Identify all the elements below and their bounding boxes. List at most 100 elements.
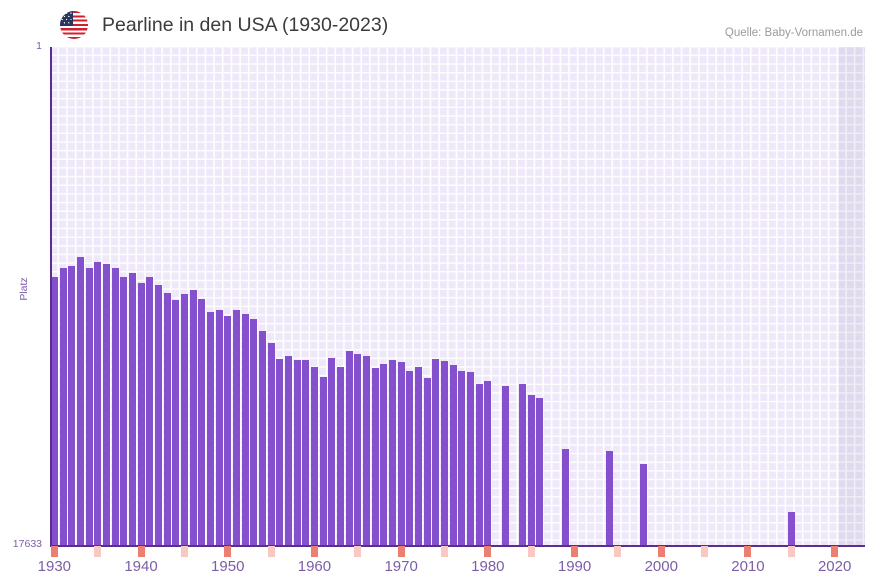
x-tick-1935: [94, 546, 102, 557]
bar-1970[interactable]: [397, 361, 405, 545]
bar-1959[interactable]: [302, 360, 310, 545]
x-axis-label-2010: 2010: [731, 558, 765, 575]
bar-1931[interactable]: [59, 268, 67, 545]
bar-1980[interactable]: [484, 380, 492, 545]
x-tick-1975: [440, 546, 448, 557]
bar-1953[interactable]: [250, 318, 258, 545]
bar-1957[interactable]: [284, 355, 292, 545]
bar-1951[interactable]: [232, 309, 240, 545]
page-title: Pearline in den USA (1930-2023): [102, 13, 389, 36]
x-tick-1980: [484, 546, 492, 557]
bar-1930[interactable]: [50, 277, 58, 545]
bar-1960[interactable]: [310, 366, 318, 545]
bar-1943[interactable]: [163, 292, 171, 545]
bar-1939[interactable]: [128, 272, 136, 545]
bar-1962[interactable]: [328, 358, 336, 545]
x-tick-1950: [224, 546, 232, 557]
x-axis-label-2020: 2020: [817, 558, 852, 575]
bar-1955[interactable]: [267, 342, 275, 545]
x-tick-2020: [831, 546, 839, 557]
x-tick-1930: [50, 546, 58, 557]
bar-1969[interactable]: [388, 359, 396, 545]
bar-1940[interactable]: [137, 282, 145, 545]
bar-1994[interactable]: [605, 450, 613, 545]
bar-1964[interactable]: [345, 350, 353, 545]
us-flag-icon: [60, 11, 88, 39]
x-axis-label-1980: 1980: [471, 558, 505, 575]
x-tick-2010: [744, 546, 752, 557]
x-tick-2000: [657, 546, 665, 557]
bar-1975[interactable]: [440, 361, 448, 545]
bar-1946[interactable]: [189, 290, 197, 545]
bar-1935[interactable]: [94, 262, 102, 545]
bar-1979[interactable]: [475, 384, 483, 545]
x-tick-1995: [614, 546, 622, 557]
bar-1936[interactable]: [102, 264, 110, 545]
y-axis-min-label: 17633: [12, 538, 42, 550]
bar-1945[interactable]: [180, 293, 188, 545]
x-tick-1955: [267, 546, 275, 557]
x-axis-label-1930: 1930: [37, 558, 72, 575]
x-axis-label-1990: 1990: [557, 558, 592, 575]
x-tick-1990: [571, 546, 579, 557]
bar-1985[interactable]: [527, 394, 535, 545]
bar-1932[interactable]: [68, 266, 76, 545]
bar-1937[interactable]: [111, 268, 119, 545]
bar-1944[interactable]: [172, 300, 180, 545]
bar-1949[interactable]: [215, 309, 223, 545]
x-axis-label-1970: 1970: [384, 558, 418, 575]
bar-1941[interactable]: [146, 277, 154, 545]
bar-1933[interactable]: [76, 256, 84, 545]
bar-1984[interactable]: [519, 384, 527, 545]
bar-series: [50, 47, 865, 545]
bar-1952[interactable]: [241, 313, 249, 545]
bar-1954[interactable]: [258, 331, 266, 545]
y-axis-ticks: 1 17633: [0, 40, 46, 552]
bar-1973[interactable]: [423, 377, 431, 545]
forecast-shaded-region: [838, 47, 865, 545]
bar-1971[interactable]: [406, 371, 414, 545]
bar-1976[interactable]: [449, 365, 457, 545]
x-axis-labels: 1930 1940 1950 1960 1970 1980 1990 2000 2010 2020: [0, 558, 873, 582]
bar-1978[interactable]: [467, 371, 474, 545]
x-axis-label-1940: 1940: [124, 558, 158, 575]
bar-1950[interactable]: [224, 316, 232, 545]
bar-1958[interactable]: [293, 360, 301, 545]
x-axis-label-2000: 2000: [644, 558, 678, 575]
bar-1982[interactable]: [501, 386, 509, 545]
bar-1974[interactable]: [432, 358, 440, 545]
x-tick-1960: [310, 546, 318, 557]
x-axis-label-1960: 1960: [297, 558, 332, 575]
x-tick-2015: [787, 546, 795, 557]
bar-1986[interactable]: [536, 397, 544, 545]
bar-1947[interactable]: [198, 299, 206, 545]
y-axis-line: [50, 47, 52, 546]
bar-1968[interactable]: [380, 364, 388, 545]
y-axis-max-label: 1: [36, 40, 42, 52]
x-axis-tick-marks: [50, 546, 865, 557]
bar-1966[interactable]: [362, 356, 370, 545]
bar-1998[interactable]: [640, 464, 648, 545]
x-tick-1965: [354, 546, 362, 557]
bar-2015[interactable]: [787, 511, 795, 545]
bar-1942[interactable]: [154, 285, 162, 545]
bar-1972[interactable]: [414, 366, 422, 545]
x-tick-1945: [180, 546, 188, 557]
bar-1989[interactable]: [562, 448, 570, 545]
bar-1977[interactable]: [458, 370, 466, 545]
bar-1967[interactable]: [371, 367, 379, 545]
plot-area: [50, 47, 865, 545]
bar-1934[interactable]: [85, 268, 93, 545]
x-tick-1970: [397, 546, 405, 557]
x-axis-line: [50, 545, 865, 547]
bar-1956[interactable]: [276, 358, 284, 545]
x-tick-1985: [527, 546, 535, 557]
bar-1948[interactable]: [206, 311, 214, 545]
bar-1965[interactable]: [354, 353, 362, 545]
x-axis-label-1950: 1950: [211, 558, 245, 575]
bar-1963[interactable]: [336, 367, 344, 545]
bar-1938[interactable]: [120, 276, 128, 545]
bar-1961[interactable]: [319, 377, 327, 545]
y-axis-title: Platz: [18, 277, 30, 301]
